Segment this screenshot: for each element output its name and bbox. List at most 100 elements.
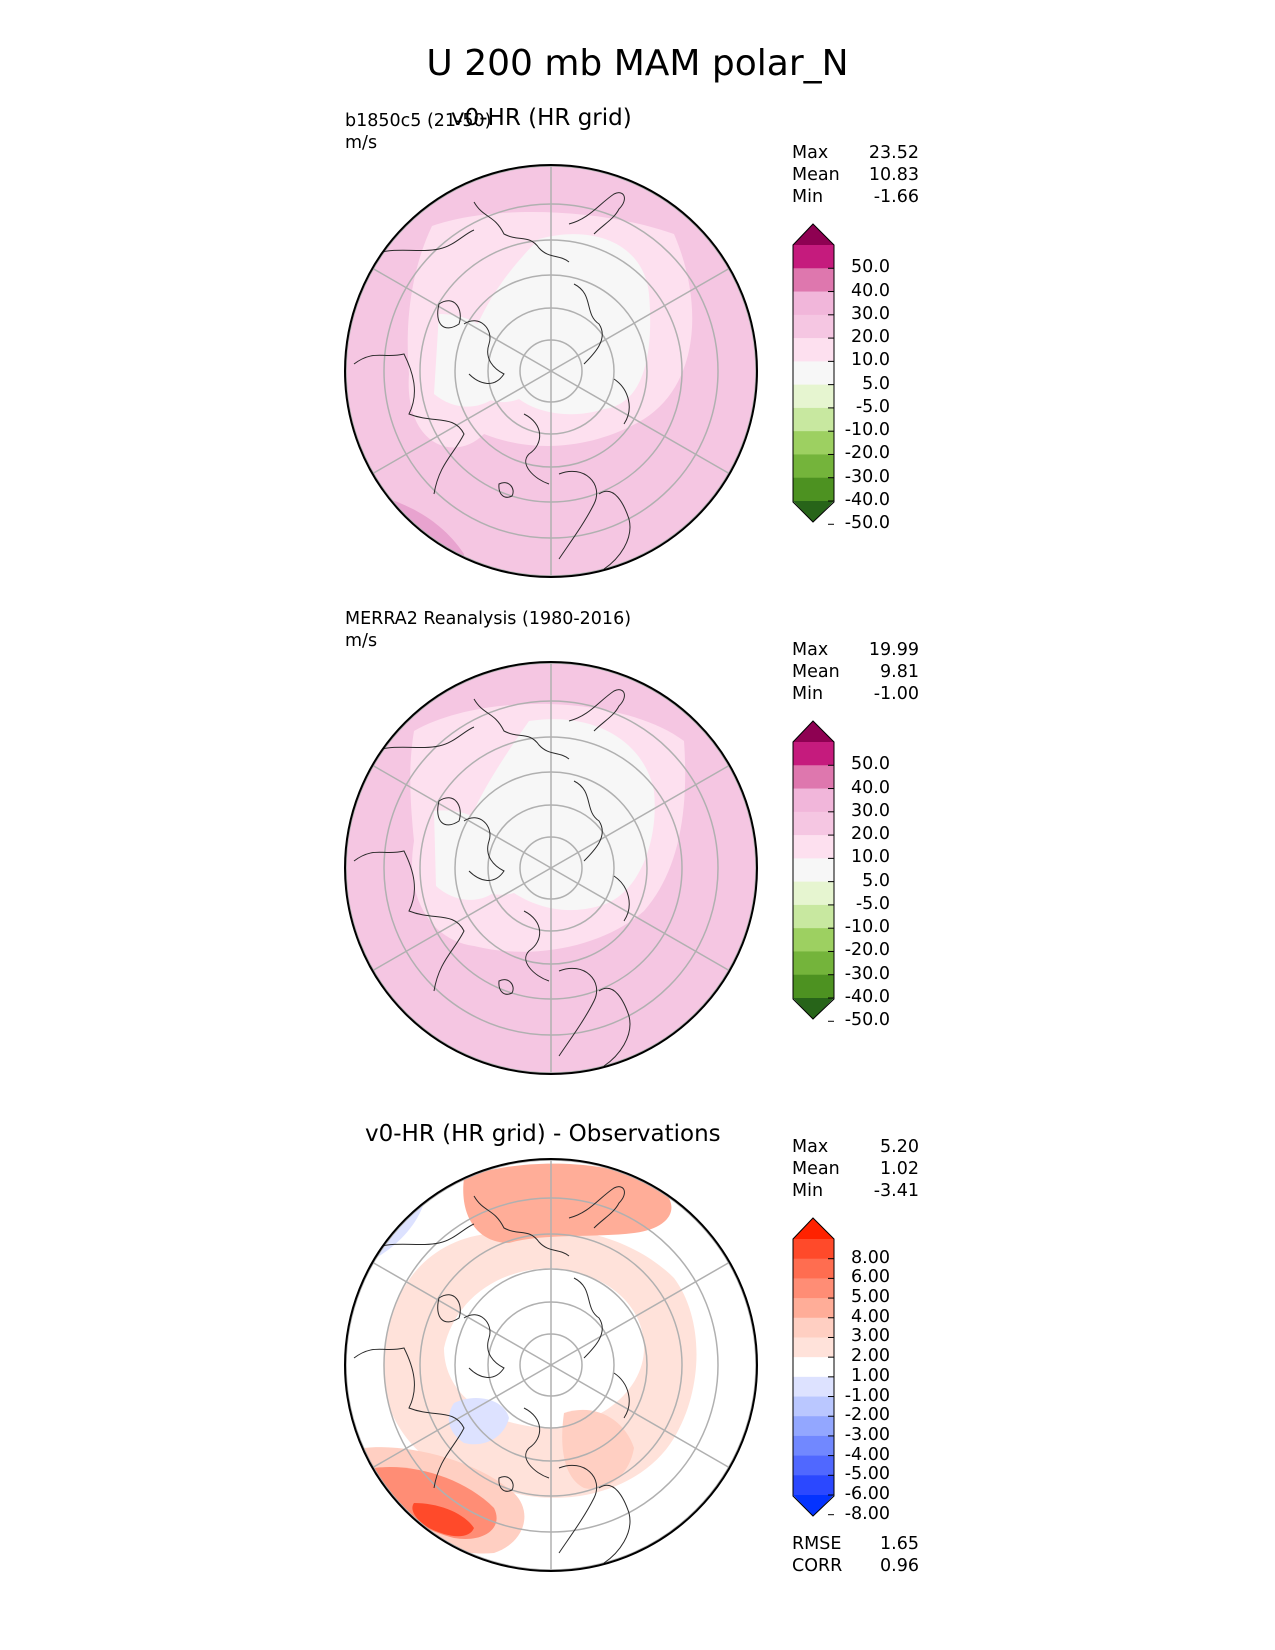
panel2-left-label: MERRA2 Reanalysis (1980-2016) — [345, 609, 632, 629]
cb1-extend-min — [793, 501, 834, 522]
panel2-colorbar — [792, 720, 835, 1022]
cb2-tick-label: 20.0 — [851, 824, 890, 845]
cb2-swatch — [793, 928, 834, 952]
cb2-extend-max — [793, 721, 834, 742]
cb2-swatch — [793, 765, 834, 790]
panel3-metric-corr-value: 0.96 — [880, 1556, 919, 1576]
cb3-extend-min — [793, 1495, 834, 1516]
cb3-swatch — [793, 1258, 834, 1279]
cb2-tick-label: 50.0 — [851, 754, 890, 775]
panel1-stat-mean-label: Mean — [792, 165, 840, 185]
panel1-stat-min-value: -1.66 — [873, 187, 919, 207]
cb3-swatch — [793, 1337, 834, 1358]
cb2-swatch — [793, 811, 834, 836]
cb1-tick-label: 40.0 — [851, 280, 890, 301]
cb3-tick-label: -4.00 — [844, 1444, 890, 1465]
cb2-swatch — [793, 742, 834, 766]
cb1-tick-label: 30.0 — [851, 303, 890, 324]
cb3-swatch — [793, 1376, 834, 1398]
cb3-tick-label: -5.00 — [844, 1464, 890, 1485]
cb3-swatch — [793, 1317, 834, 1338]
cb2-swatch — [793, 951, 834, 976]
panel1-units: m/s — [345, 133, 378, 153]
cb2-tick-label: 5.0 — [862, 870, 890, 891]
panel1-stat-mean-value: 10.83 — [868, 165, 919, 185]
cb2-tick-label: -30.0 — [844, 963, 890, 984]
panel3-title: v0-HR (HR grid) - Observations — [365, 1121, 721, 1147]
cb2-tick-label: -5.0 — [855, 893, 890, 914]
cb1-tick-label: 50.0 — [851, 257, 890, 278]
cb2-swatch — [793, 858, 834, 883]
panel1-stat-max-label: Max — [792, 143, 829, 163]
cb3-swatch — [793, 1416, 834, 1437]
cb2-swatch — [793, 835, 834, 859]
panel3-map — [344, 1158, 758, 1572]
cb3-swatch — [793, 1396, 834, 1417]
cb2-tick-label: 40.0 — [851, 777, 890, 798]
figure-title: U 200 mb MAM polar_N — [426, 43, 849, 84]
panel3-colorbar — [792, 1217, 835, 1517]
panel1-title: v0-HR (HR grid) — [451, 105, 632, 131]
cb1-tick-label: -20.0 — [844, 443, 890, 464]
cb1-swatch — [793, 338, 834, 362]
panel1-colorbar — [792, 223, 835, 525]
panel3-stat-min-label: Min — [792, 1181, 824, 1201]
cb1-extend-max — [793, 224, 834, 245]
cb3-swatch — [793, 1239, 834, 1260]
cb1-swatch — [793, 314, 834, 339]
cb3-swatch — [793, 1475, 834, 1496]
cb2-extend-min — [793, 998, 834, 1019]
cb3-tick-label: -2.00 — [844, 1405, 890, 1426]
cb2-tick-label: 10.0 — [851, 847, 890, 868]
cb1-tick-label: -40.0 — [844, 490, 890, 510]
cb1-tick-label: -10.0 — [844, 420, 890, 441]
panel3-stat-mean-value: 1.02 — [880, 1159, 919, 1179]
cb3-tick-label: -3.00 — [844, 1424, 890, 1445]
cb3-tick-label: 1.00 — [851, 1365, 890, 1386]
cb2-tick-label: -10.0 — [844, 917, 890, 938]
cb3-tick-label: 5.00 — [851, 1287, 890, 1308]
cb2-tick-label: -50.0 — [844, 1010, 890, 1031]
cb1-swatch — [793, 477, 834, 502]
cb1-tick-label: 10.0 — [851, 350, 890, 371]
cb3-swatch — [793, 1298, 834, 1319]
panel3-stat-max-label: Max — [792, 1137, 829, 1157]
cb3-tick-label: 8.00 — [851, 1247, 890, 1268]
panel3-field-pos-pacific-core — [412, 1503, 474, 1537]
panel2-units: m/s — [345, 631, 378, 651]
cb1-swatch — [793, 454, 834, 479]
cb2-tick-label: -20.0 — [844, 940, 890, 961]
panel1-stat-min-label: Min — [792, 187, 824, 207]
cb1-swatch — [793, 245, 834, 269]
panel2-stat-mean-label: Mean — [792, 662, 840, 682]
panel3-field-pos-eurasia — [463, 1163, 672, 1243]
cb2-tick-label: -40.0 — [844, 987, 890, 1007]
panel1-map-frame — [344, 164, 758, 578]
cb3-tick-label: 4.00 — [851, 1306, 890, 1327]
cb3-swatch — [793, 1435, 834, 1457]
panel2-coastlines — [353, 689, 631, 1067]
cb1-swatch — [793, 407, 834, 432]
cb3-tick-label: 6.00 — [851, 1267, 890, 1288]
cb3-swatch — [793, 1278, 834, 1299]
panel2-stat-max-value: 19.99 — [868, 640, 919, 660]
cb1-swatch — [793, 291, 834, 316]
panel2-map-frame — [344, 661, 758, 1075]
cb2-swatch — [793, 974, 834, 999]
cb1-tick-label: -50.0 — [844, 513, 890, 534]
cb1-tick-label: -30.0 — [844, 466, 890, 487]
panel3-metric-corr-label: CORR — [792, 1556, 843, 1576]
cb1-tick-label: 5.0 — [862, 373, 890, 394]
panel1-left-label: b1850c5 (21-50) — [345, 111, 492, 131]
panel2-stat-mean-value: 9.81 — [880, 662, 919, 682]
cb3-tick-label: -8.00 — [844, 1503, 890, 1524]
panel3-stat-max-value: 5.20 — [880, 1137, 919, 1157]
cb3-tick-label: -1.00 — [844, 1385, 890, 1406]
panel2-stat-max-label: Max — [792, 640, 829, 660]
panel3-map-frame — [344, 1158, 758, 1572]
cb2-swatch — [793, 881, 834, 906]
cb2-swatch — [793, 904, 834, 929]
cb2-tick-label: 30.0 — [851, 800, 890, 821]
panel2-stat-min-value: -1.00 — [873, 684, 919, 704]
panel3-stat-mean-label: Mean — [792, 1159, 840, 1179]
